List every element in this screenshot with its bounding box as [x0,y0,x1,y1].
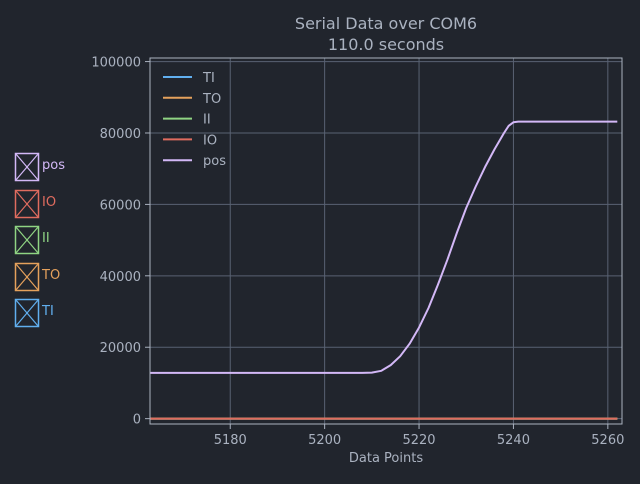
x-tick-label: 5260 [591,433,624,448]
x-tick-label: 5200 [308,433,341,448]
checkbox-to[interactable]: TO [14,262,74,292]
checkbox-io[interactable]: IO [14,189,74,219]
legend-label-io: IO [203,133,217,148]
legend-label-pos: pos [203,154,226,169]
checkbox-ti[interactable]: TI [14,298,74,328]
y-tick-label: 60000 [100,198,141,213]
checkbox-pos[interactable]: pos [14,152,74,182]
x-tick-label: 5220 [402,433,435,448]
legend-label-ii: II [203,113,211,128]
checkbox-label: TI [42,304,54,319]
checkbox-box-icon[interactable] [14,262,40,292]
checkbox-label: II [42,231,50,246]
chart-title: Serial Data over COM6 [295,14,477,33]
y-tick-label: 40000 [100,270,141,285]
legend-label-ti: TI [202,71,215,86]
checkbox-box-icon[interactable] [14,298,40,328]
checkbox-label: pos [42,158,65,173]
y-tick-label: 80000 [100,127,141,142]
x-axis-label: Data Points [349,451,423,466]
y-tick-label: 0 [133,413,141,428]
chart-legend: TI TO II IO pos [163,71,226,169]
checkbox-box-icon[interactable] [14,189,40,219]
legend-label-to: TO [202,92,221,107]
checkbox-box-icon[interactable] [14,152,40,182]
plot-frame [149,57,623,425]
y-tick-label: 20000 [100,341,141,356]
x-tick-label: 5180 [214,433,247,448]
y-tick-label: 100000 [91,56,141,71]
checkbox-ii[interactable]: II [14,225,74,255]
chart-subtitle: 110.0 seconds [328,35,444,54]
x-tick-label: 5240 [497,433,530,448]
checkbox-label: IO [42,194,57,210]
series-line-pos [150,120,618,374]
checkbox-label: TO [42,267,61,283]
checkbox-box-icon[interactable] [14,225,40,255]
